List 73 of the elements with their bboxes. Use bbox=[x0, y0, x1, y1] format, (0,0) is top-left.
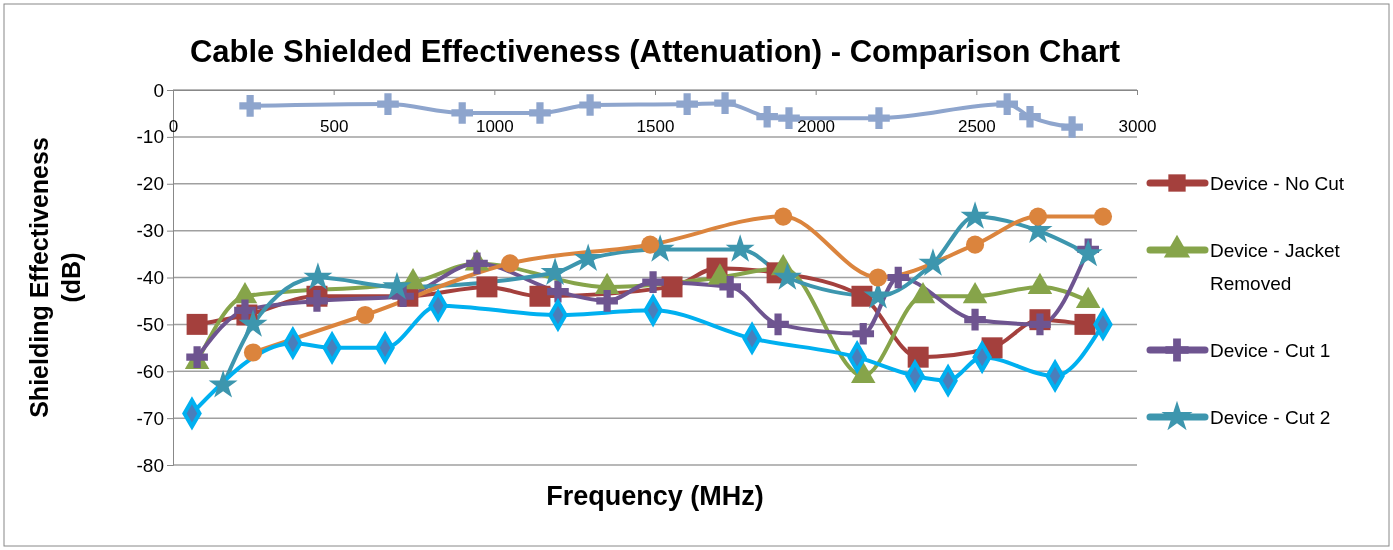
point bbox=[234, 299, 256, 322]
legend-label: Device - Cut 1 bbox=[1210, 340, 1331, 361]
point bbox=[641, 235, 660, 254]
x-tick-label: 1000 bbox=[475, 117, 514, 137]
point bbox=[356, 305, 375, 325]
legend-label: Device - No Cut bbox=[1210, 173, 1345, 194]
point bbox=[778, 107, 800, 129]
y-tick-label: -10 bbox=[136, 126, 164, 148]
point bbox=[719, 276, 742, 298]
point bbox=[642, 271, 664, 293]
y-tick-label: -50 bbox=[136, 313, 164, 335]
y-tick-label: -30 bbox=[136, 220, 164, 242]
point bbox=[500, 254, 520, 273]
point bbox=[868, 107, 890, 129]
y-tick-label: -70 bbox=[136, 407, 164, 429]
point bbox=[1028, 207, 1048, 226]
x-tick-label: 2500 bbox=[957, 117, 996, 137]
point bbox=[529, 102, 551, 124]
point bbox=[382, 271, 412, 300]
chart-title: Cable Shielded Effectiveness (Attenuation) - Comparison Chart bbox=[189, 34, 1121, 69]
point bbox=[451, 102, 474, 124]
x-tick-label: 3000 bbox=[1118, 117, 1157, 137]
point bbox=[243, 343, 263, 362]
point bbox=[960, 201, 990, 229]
y-tick-label: -20 bbox=[136, 173, 164, 195]
legend-label: Device - Cut 2 bbox=[1210, 407, 1331, 428]
y-axis-title: Shielding Effectiveness (dB) bbox=[25, 137, 85, 418]
point bbox=[596, 290, 618, 312]
point bbox=[208, 370, 238, 398]
x-axis-title: Frequency (MHz) bbox=[546, 481, 764, 511]
point bbox=[1093, 207, 1113, 226]
point bbox=[965, 235, 985, 254]
point bbox=[918, 248, 948, 276]
x-tick-label: 0 bbox=[168, 117, 179, 137]
point bbox=[756, 105, 778, 128]
point bbox=[1019, 105, 1041, 128]
x-tick-label: 2000 bbox=[797, 117, 836, 137]
point bbox=[725, 234, 755, 262]
y-tick-label: 0 bbox=[153, 79, 164, 101]
point bbox=[377, 93, 399, 115]
point bbox=[476, 276, 498, 298]
point bbox=[714, 92, 736, 114]
point bbox=[868, 268, 888, 287]
y-tick-label: -60 bbox=[136, 360, 164, 382]
point bbox=[238, 309, 268, 337]
y-tick-label: -40 bbox=[136, 267, 164, 289]
point bbox=[1061, 116, 1083, 138]
point bbox=[964, 308, 986, 331]
point bbox=[239, 95, 261, 117]
point bbox=[1029, 313, 1051, 336]
y-tick-label: -80 bbox=[136, 454, 164, 476]
point bbox=[573, 243, 603, 272]
x-tick-label: 500 bbox=[319, 117, 349, 137]
point bbox=[186, 313, 208, 335]
point bbox=[1073, 238, 1103, 267]
point bbox=[306, 290, 328, 312]
point bbox=[887, 266, 910, 289]
point bbox=[579, 94, 601, 116]
point bbox=[774, 207, 793, 226]
point bbox=[303, 262, 333, 290]
point bbox=[676, 93, 698, 115]
legend-label: Device - Jacket Removed bbox=[1210, 240, 1341, 294]
point bbox=[529, 285, 551, 307]
point bbox=[772, 262, 802, 290]
point bbox=[851, 285, 873, 307]
point bbox=[540, 257, 570, 286]
x-tick-label: 1500 bbox=[636, 117, 675, 137]
point bbox=[661, 276, 683, 298]
point bbox=[1074, 313, 1096, 335]
point bbox=[996, 93, 1018, 115]
point bbox=[852, 322, 875, 345]
point bbox=[767, 313, 789, 336]
point bbox=[547, 280, 569, 303]
